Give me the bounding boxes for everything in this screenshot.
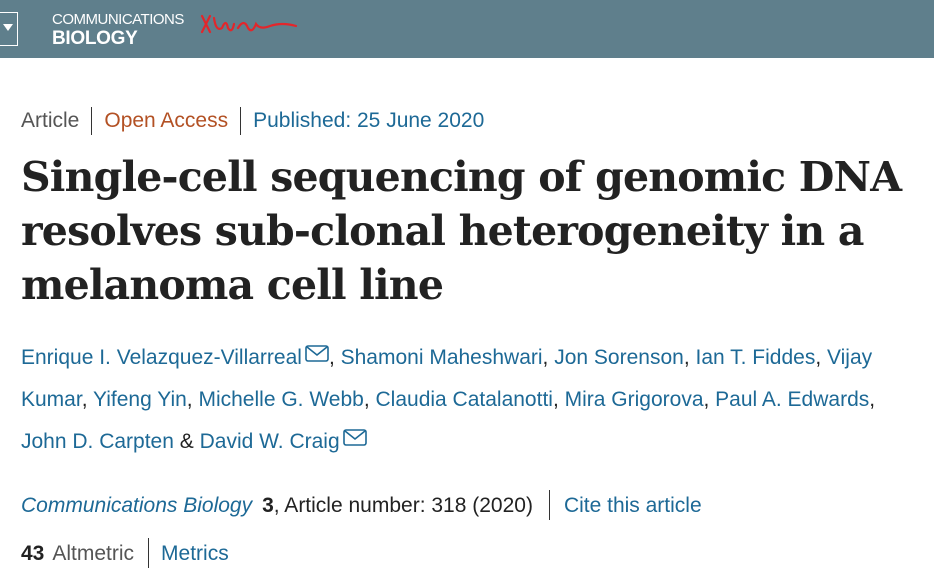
journal-name[interactable]: Communications Biology <box>21 494 253 517</box>
author-link[interactable]: Paul A. Edwards <box>715 388 870 411</box>
author-separator: , <box>81 388 93 411</box>
author-separator: , <box>186 388 199 411</box>
logo-squiggle-icon <box>200 14 298 34</box>
author-link[interactable]: Yifeng Yin <box>93 388 187 411</box>
author-separator: , <box>815 346 828 369</box>
cite-this-article-link[interactable]: Cite this article <box>563 494 702 517</box>
metrics-divider <box>148 538 150 568</box>
journal-logo-line2[interactable]: BIOLOGY <box>52 28 138 49</box>
article-meta: Article Open Access Published: 25 June 202… <box>21 107 484 135</box>
article-number: , Article number: 318 (2020) <box>273 494 533 517</box>
citation-divider <box>548 490 550 520</box>
article-title: Single-cell sequencing of genomic DNA re… <box>21 153 902 309</box>
author-link[interactable]: Jon Sorenson <box>554 346 684 369</box>
author-link[interactable]: Ian T. Fiddes <box>695 346 816 369</box>
author-separator: , <box>328 346 341 369</box>
email-icon[interactable] <box>305 345 329 362</box>
site-header: COMMUNICATIONS BIOLOGY <box>0 0 934 58</box>
journal-logo-line1[interactable]: COMMUNICATIONS <box>52 11 184 28</box>
metrics-line: 43 Altmetric Metrics <box>21 538 229 570</box>
meta-divider <box>240 107 242 135</box>
author-link[interactable]: Vijay Kumar <box>21 346 873 411</box>
metrics-link[interactable]: Metrics <box>161 542 229 565</box>
open-access-label[interactable]: Open Access <box>104 109 229 132</box>
author-separator: , <box>363 388 376 411</box>
author-separator: , <box>683 346 696 369</box>
published-date: Published: 25 June 2020 <box>253 109 485 132</box>
altmetric-label: Altmetric <box>52 542 135 565</box>
email-icon[interactable] <box>342 429 367 446</box>
author-separator: , <box>542 346 555 369</box>
author-link[interactable]: Enrique I. Velazquez-Villarreal <box>21 346 302 369</box>
author-link[interactable]: Shamoni Maheshwari <box>340 346 543 369</box>
author-link[interactable]: Michelle G. Webb <box>198 388 364 411</box>
author-link[interactable]: Claudia Catalanotti <box>375 388 553 411</box>
author-separator: & <box>173 430 200 453</box>
article-type: Article <box>21 109 80 132</box>
author-separator: , <box>869 388 876 411</box>
author-separator: , <box>552 388 565 411</box>
author-link[interactable]: David W. Craig <box>199 430 340 453</box>
volume-number: 3 <box>262 494 274 517</box>
meta-divider <box>91 107 93 135</box>
citation-line: Communications Biology 3, Article number:… <box>21 490 702 522</box>
author-separator: , <box>703 388 716 411</box>
chevron-down-icon <box>3 24 13 31</box>
author-link[interactable]: John D. Carpten <box>21 430 174 453</box>
altmetric-count: 43 <box>21 542 45 565</box>
author-link[interactable]: Mira Grigorova <box>564 388 704 411</box>
author-list: Enrique I. Velazquez-Villarreal, Shamoni… <box>21 337 926 463</box>
menu-toggle-button[interactable] <box>0 12 18 46</box>
